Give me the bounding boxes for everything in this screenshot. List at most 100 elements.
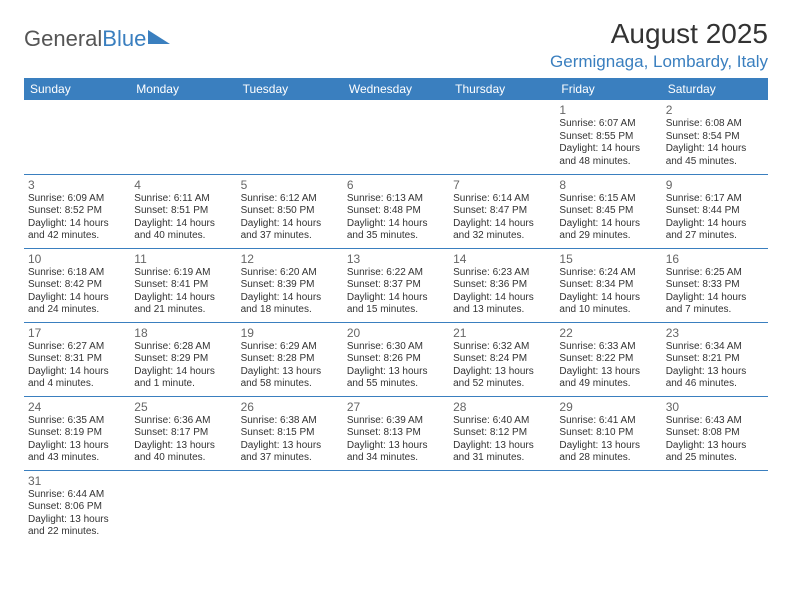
calendar-cell [237,470,343,544]
calendar-cell: 1Sunrise: 6:07 AMSunset: 8:55 PMDaylight… [555,100,661,174]
day-number: 8 [559,178,657,192]
day-info: Sunrise: 6:32 AMSunset: 8:24 PMDaylight:… [453,341,551,391]
calendar-cell: 22Sunrise: 6:33 AMSunset: 8:22 PMDayligh… [555,322,661,396]
calendar-cell: 4Sunrise: 6:11 AMSunset: 8:51 PMDaylight… [130,174,236,248]
calendar-table: SundayMondayTuesdayWednesdayThursdayFrid… [24,78,768,544]
day-number: 13 [347,252,445,266]
day-number: 26 [241,400,339,414]
day-info: Sunrise: 6:28 AMSunset: 8:29 PMDaylight:… [134,341,232,391]
day-number: 31 [28,474,126,488]
day-info: Sunrise: 6:12 AMSunset: 8:50 PMDaylight:… [241,193,339,243]
day-number: 29 [559,400,657,414]
day-info: Sunrise: 6:08 AMSunset: 8:54 PMDaylight:… [666,118,764,168]
day-info: Sunrise: 6:30 AMSunset: 8:26 PMDaylight:… [347,341,445,391]
location: Germignaga, Lombardy, Italy [550,52,768,72]
day-info: Sunrise: 6:18 AMSunset: 8:42 PMDaylight:… [28,267,126,317]
day-info: Sunrise: 6:36 AMSunset: 8:17 PMDaylight:… [134,415,232,465]
calendar-cell [662,470,768,544]
day-info: Sunrise: 6:44 AMSunset: 8:06 PMDaylight:… [28,489,126,539]
day-number: 20 [347,326,445,340]
calendar-cell: 6Sunrise: 6:13 AMSunset: 8:48 PMDaylight… [343,174,449,248]
calendar-cell: 16Sunrise: 6:25 AMSunset: 8:33 PMDayligh… [662,248,768,322]
day-info: Sunrise: 6:39 AMSunset: 8:13 PMDaylight:… [347,415,445,465]
calendar-cell: 15Sunrise: 6:24 AMSunset: 8:34 PMDayligh… [555,248,661,322]
calendar-cell [130,100,236,174]
title-block: August 2025 Germignaga, Lombardy, Italy [550,18,768,72]
calendar-cell [24,100,130,174]
day-number: 2 [666,103,764,117]
page-title: August 2025 [550,18,768,50]
calendar-cell: 9Sunrise: 6:17 AMSunset: 8:44 PMDaylight… [662,174,768,248]
calendar-cell: 26Sunrise: 6:38 AMSunset: 8:15 PMDayligh… [237,396,343,470]
day-number: 9 [666,178,764,192]
day-info: Sunrise: 6:22 AMSunset: 8:37 PMDaylight:… [347,267,445,317]
day-number: 27 [347,400,445,414]
day-number: 4 [134,178,232,192]
day-info: Sunrise: 6:25 AMSunset: 8:33 PMDaylight:… [666,267,764,317]
calendar-cell: 2Sunrise: 6:08 AMSunset: 8:54 PMDaylight… [662,100,768,174]
day-info: Sunrise: 6:29 AMSunset: 8:28 PMDaylight:… [241,341,339,391]
calendar-cell [449,470,555,544]
calendar-head: SundayMondayTuesdayWednesdayThursdayFrid… [24,78,768,100]
day-number: 22 [559,326,657,340]
day-number: 28 [453,400,551,414]
calendar-cell: 29Sunrise: 6:41 AMSunset: 8:10 PMDayligh… [555,396,661,470]
day-info: Sunrise: 6:20 AMSunset: 8:39 PMDaylight:… [241,267,339,317]
weekday-header: Saturday [662,78,768,100]
day-info: Sunrise: 6:43 AMSunset: 8:08 PMDaylight:… [666,415,764,465]
day-number: 17 [28,326,126,340]
day-number: 16 [666,252,764,266]
day-number: 12 [241,252,339,266]
day-number: 5 [241,178,339,192]
day-number: 24 [28,400,126,414]
day-number: 3 [28,178,126,192]
day-info: Sunrise: 6:09 AMSunset: 8:52 PMDaylight:… [28,193,126,243]
day-info: Sunrise: 6:35 AMSunset: 8:19 PMDaylight:… [28,415,126,465]
day-info: Sunrise: 6:11 AMSunset: 8:51 PMDaylight:… [134,193,232,243]
day-info: Sunrise: 6:33 AMSunset: 8:22 PMDaylight:… [559,341,657,391]
calendar-cell: 28Sunrise: 6:40 AMSunset: 8:12 PMDayligh… [449,396,555,470]
calendar-cell: 3Sunrise: 6:09 AMSunset: 8:52 PMDaylight… [24,174,130,248]
calendar-cell: 13Sunrise: 6:22 AMSunset: 8:37 PMDayligh… [343,248,449,322]
calendar-cell: 11Sunrise: 6:19 AMSunset: 8:41 PMDayligh… [130,248,236,322]
calendar-cell: 19Sunrise: 6:29 AMSunset: 8:28 PMDayligh… [237,322,343,396]
day-info: Sunrise: 6:19 AMSunset: 8:41 PMDaylight:… [134,267,232,317]
day-number: 10 [28,252,126,266]
day-info: Sunrise: 6:15 AMSunset: 8:45 PMDaylight:… [559,193,657,243]
day-info: Sunrise: 6:40 AMSunset: 8:12 PMDaylight:… [453,415,551,465]
day-number: 7 [453,178,551,192]
day-info: Sunrise: 6:17 AMSunset: 8:44 PMDaylight:… [666,193,764,243]
day-info: Sunrise: 6:27 AMSunset: 8:31 PMDaylight:… [28,341,126,391]
calendar-cell: 20Sunrise: 6:30 AMSunset: 8:26 PMDayligh… [343,322,449,396]
day-info: Sunrise: 6:07 AMSunset: 8:55 PMDaylight:… [559,118,657,168]
day-number: 14 [453,252,551,266]
day-number: 15 [559,252,657,266]
brand-blue: Blue [102,26,146,52]
day-info: Sunrise: 6:34 AMSunset: 8:21 PMDaylight:… [666,341,764,391]
day-number: 18 [134,326,232,340]
day-number: 6 [347,178,445,192]
calendar-cell: 10Sunrise: 6:18 AMSunset: 8:42 PMDayligh… [24,248,130,322]
calendar-cell: 7Sunrise: 6:14 AMSunset: 8:47 PMDaylight… [449,174,555,248]
calendar-cell [343,470,449,544]
calendar-cell: 17Sunrise: 6:27 AMSunset: 8:31 PMDayligh… [24,322,130,396]
weekday-header: Wednesday [343,78,449,100]
day-number: 25 [134,400,232,414]
logo-mark-icon [148,30,170,44]
day-info: Sunrise: 6:38 AMSunset: 8:15 PMDaylight:… [241,415,339,465]
calendar-cell: 21Sunrise: 6:32 AMSunset: 8:24 PMDayligh… [449,322,555,396]
calendar-cell: 31Sunrise: 6:44 AMSunset: 8:06 PMDayligh… [24,470,130,544]
day-info: Sunrise: 6:13 AMSunset: 8:48 PMDaylight:… [347,193,445,243]
weekday-header: Sunday [24,78,130,100]
calendar-cell: 5Sunrise: 6:12 AMSunset: 8:50 PMDaylight… [237,174,343,248]
calendar-cell: 12Sunrise: 6:20 AMSunset: 8:39 PMDayligh… [237,248,343,322]
weekday-header: Monday [130,78,236,100]
day-info: Sunrise: 6:23 AMSunset: 8:36 PMDaylight:… [453,267,551,317]
calendar-cell: 25Sunrise: 6:36 AMSunset: 8:17 PMDayligh… [130,396,236,470]
day-info: Sunrise: 6:41 AMSunset: 8:10 PMDaylight:… [559,415,657,465]
weekday-header: Tuesday [237,78,343,100]
calendar-cell: 14Sunrise: 6:23 AMSunset: 8:36 PMDayligh… [449,248,555,322]
day-info: Sunrise: 6:24 AMSunset: 8:34 PMDaylight:… [559,267,657,317]
calendar-cell [343,100,449,174]
calendar-cell [237,100,343,174]
